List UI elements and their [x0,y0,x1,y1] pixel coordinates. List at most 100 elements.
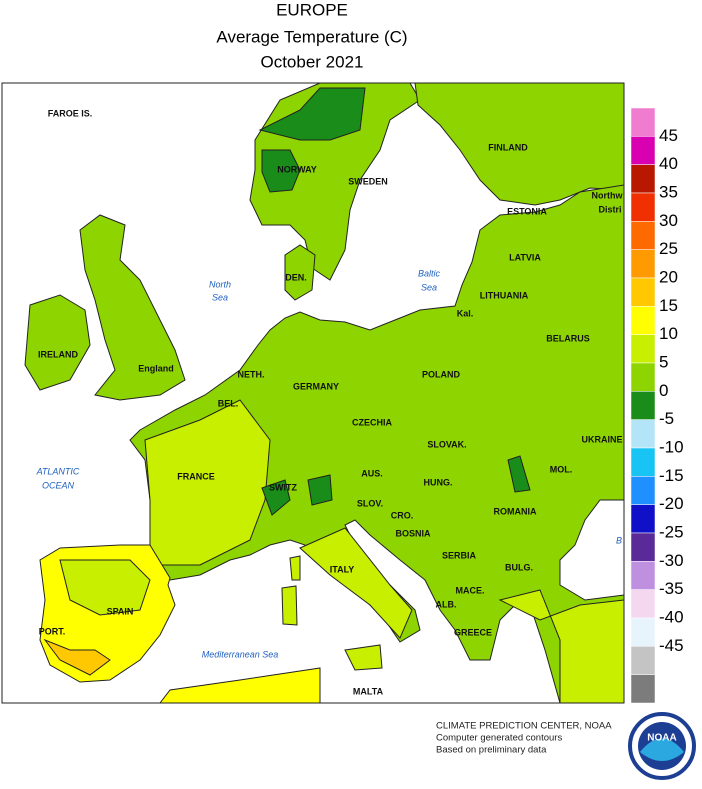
place-label: GERMANY [293,381,339,391]
place-label: SERBIA [442,550,477,560]
legend-swatch [630,532,656,562]
legend-tick-label: 40 [659,154,678,173]
place-label: Kal. [457,308,474,318]
place-label: FAROE IS. [48,108,93,118]
place-label: BEL. [218,398,239,408]
place-label: England [138,363,174,373]
credit: Based on preliminary data [436,745,547,756]
legend-tick-label: -30 [659,551,684,570]
legend-swatch [630,221,656,250]
place-label: IRELAND [38,349,78,359]
legend-tick-label: 45 [659,126,678,145]
place-label: B [616,535,622,545]
corsica [289,555,301,581]
place-label: BELARUS [546,333,590,343]
subtitle: Average Temperature (C) [216,27,407,46]
legend-tick-label: 0 [659,381,668,400]
place-label: North [209,279,231,289]
legend-swatch [630,674,656,704]
place-label: LATVIA [509,252,541,262]
legend-swatch [630,107,656,137]
place-label: MALTA [353,686,384,696]
legend-tick-label: -10 [659,437,684,456]
place-label: ROMANIA [494,506,537,516]
place-label: CRO. [391,510,414,520]
finland-russia [414,83,624,206]
norway-cold [261,149,301,193]
map-labels: FAROE IS. NORWAY SWEDEN FINLAND ESTONIA North… [36,108,624,696]
legend-tick-label: -20 [659,494,684,513]
warm-zone [144,399,271,566]
place-label: OCEAN [42,480,75,490]
legend-swatch [630,589,656,619]
title: EUROPE [276,0,348,19]
place-label: FRANCE [177,471,215,481]
place-label: MACE. [456,585,485,595]
legend-tick-label: -25 [659,522,684,541]
place-label: AUS. [361,468,383,478]
iberia-mild [59,559,151,616]
alps-cold [307,474,333,506]
iberia-hot [43,638,111,676]
place-label: ITALY [330,564,355,574]
place-label: UKRAINE [581,434,622,444]
place-label: NETH. [238,369,265,379]
map [2,83,624,703]
legend-swatch [630,362,656,392]
legend-tick-label: -40 [659,607,684,626]
place-label: Sea [212,292,228,302]
place-label: SWITZ [269,482,297,492]
place-label: FINLAND [488,142,528,152]
place-label: LITHUANIA [480,290,529,300]
place-label: DEN. [285,272,307,282]
place-label: SLOV. [357,498,383,508]
legend-swatch [630,561,656,590]
place-label: SLOVAK. [427,439,466,449]
logo-text: NOAA [647,733,676,744]
place-label: BULG. [505,562,533,572]
alps-cold [261,479,291,516]
legend-swatch [630,334,656,364]
legend-tick-label: 15 [659,296,678,315]
legend-swatch [630,164,656,194]
place-label: ATLANTIC [36,466,80,476]
legend-tick-label: 30 [659,211,678,230]
legend-swatch [630,249,656,279]
map-frame [1,82,625,704]
legend-swatch [630,277,656,307]
legend-swatch [630,617,656,647]
place-label: MOL. [550,464,573,474]
legend-swatch [630,419,656,449]
legend-swatch [630,306,656,335]
credit: Computer generated contours [436,733,562,744]
sardinia [281,585,298,626]
warm-zone [498,589,624,703]
sicily [344,644,383,671]
legend-swatch [630,646,656,675]
credit: CLIMATE PREDICTION CENTER, NOAA [436,721,612,732]
norway-cold-north [258,87,366,141]
legend-tick-label: 35 [659,182,678,201]
place-label: SWEDEN [348,176,388,186]
legend-swatch [630,192,656,222]
legend-tick-label: 20 [659,267,678,286]
legend-swatch [630,136,656,165]
place-label: PORT. [39,626,66,636]
place-label: ESTONIA [507,206,547,216]
legend: 45 40 35 30 25 20 15 10 5 0 -5 -10 -15 -20 -25 -30 -35 -4… [630,107,684,704]
place-label: HUNG. [424,477,453,487]
warm-zone [299,527,413,639]
legend-swatch [630,504,656,534]
legend-tick-label: -15 [659,466,684,485]
place-label: Northw [592,190,624,200]
place-label: Distri [598,204,621,214]
place-label: Baltic [418,268,441,278]
place-label: ALB. [436,599,457,609]
place-label: NORWAY [277,164,317,174]
place-label: GREECE [454,627,492,637]
north-africa [159,667,321,703]
place-label: CZECHIA [352,417,392,427]
uk [79,214,186,401]
noaa-logo: NOAA [628,712,696,780]
